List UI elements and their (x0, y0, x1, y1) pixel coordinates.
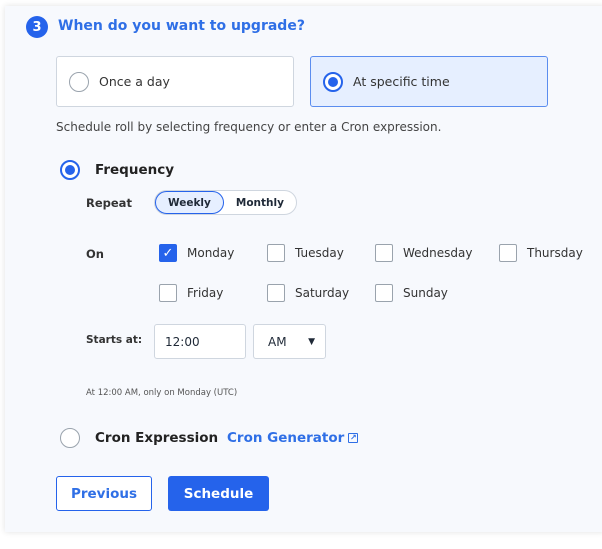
option-at-specific-time[interactable]: At specific time (310, 56, 548, 107)
radio-icon (69, 71, 89, 92)
option-label: Once a day (99, 74, 170, 89)
day-label: Saturday (295, 286, 350, 300)
step-number-badge: 3 (26, 16, 48, 38)
radio-icon (60, 428, 80, 448)
checkbox-icon (267, 244, 285, 262)
ampm-value: AM (268, 334, 287, 349)
time-input[interactable]: 12:00 (154, 324, 246, 359)
checkbox-icon (499, 244, 517, 262)
day-sunday[interactable]: Sunday (375, 284, 448, 302)
day-wednesday[interactable]: Wednesday (375, 244, 472, 262)
schedule-button[interactable]: Schedule (168, 476, 269, 511)
schedule-summary: At 12:00 AM, only on Monday (UTC) (86, 388, 238, 398)
repeat-weekly[interactable]: Weekly (155, 191, 224, 214)
link-label: Cron Generator (227, 430, 345, 446)
day-label: Sunday (403, 286, 448, 300)
day-saturday[interactable]: Saturday (267, 284, 349, 302)
day-monday[interactable]: ✓ Monday (159, 244, 234, 262)
on-label: On (86, 247, 104, 261)
caret-down-icon: ▼ (308, 336, 315, 347)
radio-checked-icon (323, 71, 343, 92)
day-label: Monday (187, 246, 235, 260)
starts-at-label: Starts at: (86, 334, 143, 346)
checkbox-checked-icon: ✓ (159, 244, 177, 262)
day-label: Wednesday (403, 246, 473, 260)
day-label: Thursday (527, 246, 583, 260)
frequency-label: Frequency (95, 162, 175, 178)
section-title: When do you want to upgrade? (58, 18, 305, 34)
day-label: Friday (187, 286, 224, 300)
day-friday[interactable]: Friday (159, 284, 223, 302)
description: Schedule roll by selecting frequency or … (56, 120, 442, 134)
cron-radio[interactable]: Cron Expression (60, 428, 218, 448)
option-once-a-day[interactable]: Once a day (56, 56, 294, 107)
day-label: Tuesday (295, 246, 344, 260)
previous-button[interactable]: Previous (56, 476, 152, 511)
checkbox-icon (375, 244, 393, 262)
external-link-icon: ↗ (348, 433, 359, 443)
frequency-radio[interactable]: Frequency (60, 160, 174, 180)
repeat-toggle: Weekly Monthly (154, 190, 297, 215)
repeat-label: Repeat (86, 196, 132, 210)
repeat-monthly[interactable]: Monthly (235, 196, 284, 209)
cron-generator-link[interactable]: Cron Generator ↗ (227, 430, 359, 446)
day-thursday[interactable]: Thursday (499, 244, 583, 262)
cron-label: Cron Expression (95, 430, 219, 446)
day-tuesday[interactable]: Tuesday (267, 244, 344, 262)
checkbox-icon (375, 284, 393, 302)
radio-checked-icon (60, 160, 80, 180)
checkbox-icon (159, 284, 177, 302)
checkbox-icon (267, 284, 285, 302)
ampm-select[interactable]: AM ▼ (253, 324, 326, 359)
option-label: At specific time (353, 74, 450, 89)
